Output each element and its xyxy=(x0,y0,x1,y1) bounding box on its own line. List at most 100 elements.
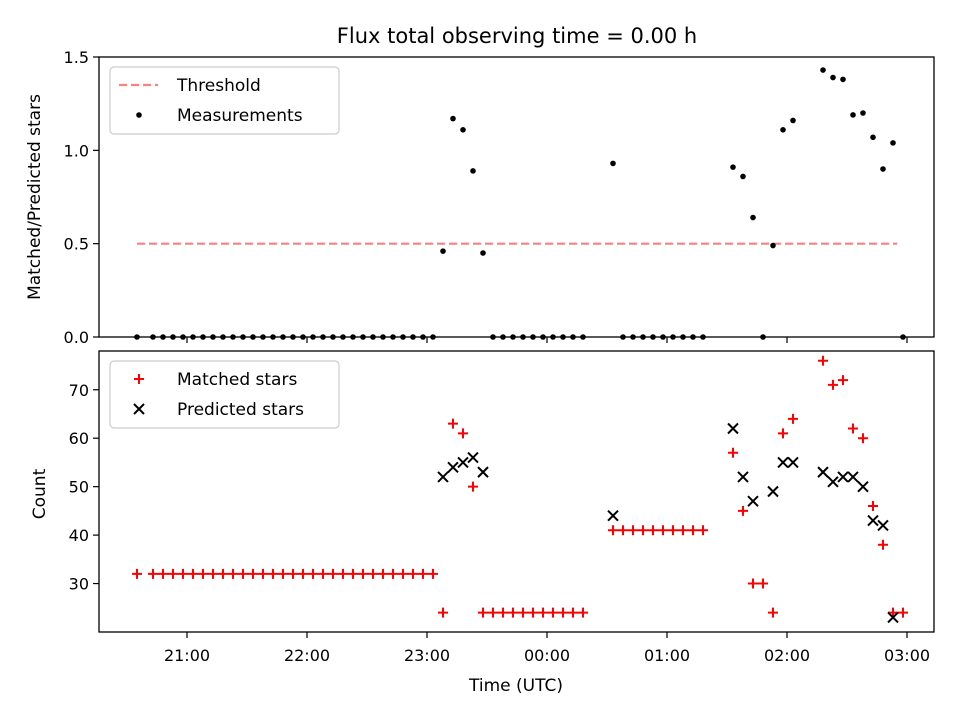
bottom-y-axis-label: Count xyxy=(30,468,50,519)
matched-stars-point xyxy=(778,428,788,439)
matched-stars-point xyxy=(518,607,528,618)
matched-stars-point xyxy=(228,568,238,579)
matched-stars-point xyxy=(528,607,538,618)
y-tick-label: 70 xyxy=(69,381,89,400)
matched-stars-point xyxy=(168,568,178,579)
matched-stars-point xyxy=(788,413,798,424)
matched-stars-point xyxy=(438,607,448,618)
matched-stars-point xyxy=(218,568,228,579)
matched-stars-point xyxy=(728,447,738,458)
matched-stars-point xyxy=(508,607,518,618)
measurement-point xyxy=(450,115,456,122)
predicted-stars-point xyxy=(457,456,469,469)
predicted-stars-point xyxy=(467,451,479,464)
predicted-stars-point xyxy=(887,611,899,624)
matched-stars-point xyxy=(628,525,638,536)
y-tick-label: 60 xyxy=(69,429,89,448)
chart-title: Flux total observing time = 0.00 h xyxy=(337,24,697,48)
matched-stars-point xyxy=(738,505,748,516)
measurement-point xyxy=(870,134,876,141)
matched-stars-point xyxy=(148,568,158,579)
matched-stars-point xyxy=(818,355,828,366)
y-tick-label: 40 xyxy=(69,526,89,545)
predicted-stars-point xyxy=(877,519,889,532)
measurement-point xyxy=(470,168,476,174)
x-tick-label: 21:00 xyxy=(164,646,210,665)
legend-entry-label: Matched stars xyxy=(177,370,297,390)
matched-stars-point xyxy=(578,607,588,618)
legend-entry-label: Threshold xyxy=(176,76,261,96)
matched-stars-point xyxy=(198,568,208,579)
matched-stars-point xyxy=(318,568,328,579)
matched-stars-point xyxy=(248,568,258,579)
matched-stars-point xyxy=(768,607,778,618)
matched-stars-point xyxy=(698,525,708,536)
x-tick-label: 22:00 xyxy=(284,646,330,665)
matched-stars-point xyxy=(478,607,488,618)
matched-stars-point xyxy=(648,525,658,536)
matched-stars-point xyxy=(288,568,298,579)
matched-stars-point xyxy=(132,568,142,579)
predicted-stars-point xyxy=(827,476,839,488)
x-axis-label: Time (UTC) xyxy=(468,676,563,696)
matched-stars-point xyxy=(208,568,218,579)
measurement-point xyxy=(890,140,896,146)
measurement-point xyxy=(460,127,466,133)
plot-frame xyxy=(98,350,935,633)
matched-stars-point xyxy=(428,568,438,579)
measurement-point xyxy=(850,112,856,118)
matched-stars-point xyxy=(134,374,144,384)
top-panel: 0.0 0.5 1.0 1.5 Threshold Measurements xyxy=(64,48,935,347)
matched-stars-point xyxy=(278,568,288,579)
matched-stars-point xyxy=(638,525,648,536)
top-y-axis-label: Matched/Predicted stars xyxy=(25,94,45,300)
y-tick-label: 1.5 xyxy=(64,48,89,67)
matched-stars-point xyxy=(688,525,698,536)
matched-stars-point xyxy=(378,568,388,579)
y-tick-label: 30 xyxy=(69,575,89,594)
predicted-stars-point xyxy=(477,466,489,478)
x-tick-label: 01:00 xyxy=(644,646,690,665)
x-tick-label: 03:00 xyxy=(884,646,930,665)
measurement-point xyxy=(840,76,846,83)
measurement-point xyxy=(740,173,746,180)
matched-stars-point xyxy=(338,568,348,579)
matched-stars-point xyxy=(678,525,688,536)
legend-entry-label: Predicted stars xyxy=(177,400,304,420)
matched-stars-point xyxy=(258,568,268,579)
matched-stars-point xyxy=(888,607,898,618)
measurement-point xyxy=(440,248,446,254)
matched-stars-point xyxy=(468,481,478,492)
matched-stars-point xyxy=(498,607,508,618)
matched-stars-point xyxy=(458,428,468,439)
predicted-stars-point xyxy=(777,456,789,469)
y-tick-label: 50 xyxy=(69,478,89,497)
x-tick-label: 23:00 xyxy=(404,646,450,665)
matched-stars-point xyxy=(418,568,428,579)
matched-stars-point xyxy=(328,568,338,579)
predicted-stars-point xyxy=(817,466,829,478)
matched-stars-point xyxy=(868,501,878,512)
predicted-stars-point xyxy=(447,461,459,473)
measurement-point xyxy=(860,110,866,116)
measurement-point xyxy=(610,160,616,167)
matched-stars-point xyxy=(358,568,368,579)
x-tick-label: 02:00 xyxy=(764,646,810,665)
matched-stars-point xyxy=(398,568,408,579)
matched-stars-point xyxy=(828,379,838,390)
matched-stars-point xyxy=(178,568,188,579)
measurement-point xyxy=(136,112,142,118)
matched-stars-point xyxy=(348,568,358,579)
predicted-stars-point xyxy=(867,514,879,527)
matched-stars-point xyxy=(848,423,858,434)
matched-stars-point xyxy=(618,525,628,536)
measurement-point xyxy=(730,164,736,170)
predicted-stars-point xyxy=(607,510,619,522)
predicted-stars-point xyxy=(787,456,799,469)
measurement-point xyxy=(480,250,486,256)
measurement-point xyxy=(830,74,836,81)
matched-stars-point xyxy=(748,578,758,589)
matched-stars-point xyxy=(158,568,168,579)
legend-box xyxy=(109,360,340,429)
